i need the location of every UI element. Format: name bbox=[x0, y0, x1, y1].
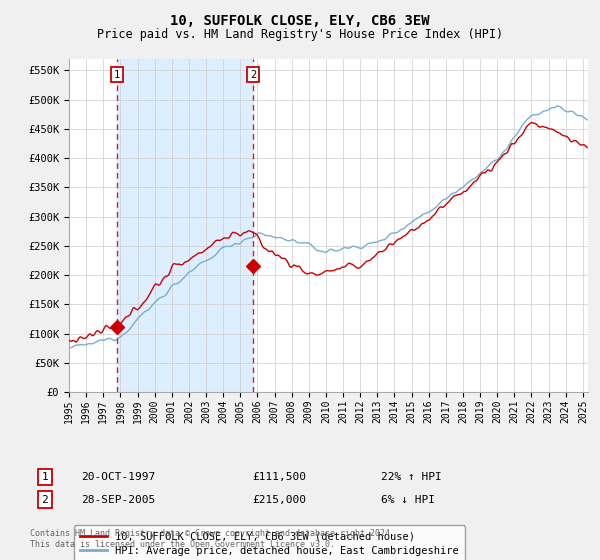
Text: Price paid vs. HM Land Registry's House Price Index (HPI): Price paid vs. HM Land Registry's House … bbox=[97, 28, 503, 41]
Text: Contains HM Land Registry data © Crown copyright and database right 2024.
This d: Contains HM Land Registry data © Crown c… bbox=[30, 529, 395, 549]
Text: 20-OCT-1997: 20-OCT-1997 bbox=[81, 472, 155, 482]
Text: 2: 2 bbox=[41, 494, 49, 505]
Text: 1: 1 bbox=[114, 69, 120, 80]
Text: 1: 1 bbox=[41, 472, 49, 482]
Text: 10, SUFFOLK CLOSE, ELY, CB6 3EW: 10, SUFFOLK CLOSE, ELY, CB6 3EW bbox=[170, 14, 430, 28]
Text: £215,000: £215,000 bbox=[252, 494, 306, 505]
Text: £111,500: £111,500 bbox=[252, 472, 306, 482]
Bar bbox=[117, 59, 253, 392]
Text: 28-SEP-2005: 28-SEP-2005 bbox=[81, 494, 155, 505]
Text: 2: 2 bbox=[250, 69, 256, 80]
Legend: 10, SUFFOLK CLOSE, ELY, CB6 3EW (detached house), HPI: Average price, detached h: 10, SUFFOLK CLOSE, ELY, CB6 3EW (detache… bbox=[74, 525, 465, 560]
Text: 22% ↑ HPI: 22% ↑ HPI bbox=[381, 472, 442, 482]
Text: 6% ↓ HPI: 6% ↓ HPI bbox=[381, 494, 435, 505]
